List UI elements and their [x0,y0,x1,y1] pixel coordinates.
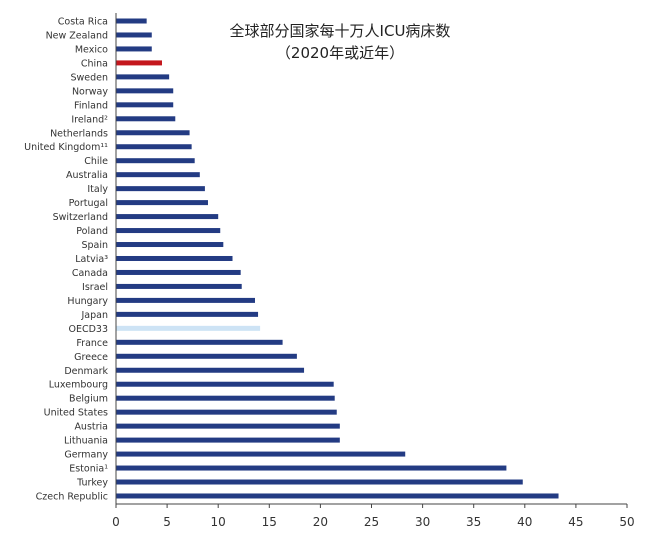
x-tick-label: 35 [466,515,481,529]
bar [116,451,406,457]
x-tick-label: 25 [364,515,379,529]
x-tick-label: 0 [112,515,120,529]
category-label: Canada [72,268,108,279]
category-label: Germany [64,450,108,461]
category-label: OECD33 [68,324,108,335]
bar [116,228,221,234]
category-label: Hungary [67,296,108,307]
category-label: Australia [66,170,108,181]
bar [116,18,147,24]
bar [116,339,283,345]
category-label: Luxembourg [49,380,108,391]
bar [116,437,340,443]
category-label: Sweden [70,72,108,83]
category-label: Netherlands [50,128,108,139]
category-label: France [76,338,108,349]
x-tick-label: 30 [415,515,430,529]
bar [116,74,170,80]
bar [116,297,255,303]
bar [116,144,192,150]
category-label: New Zealand [46,30,108,41]
bar [116,367,305,373]
bar [116,186,205,192]
bar [116,325,261,331]
category-label: Lithuania [64,436,108,447]
bar [116,465,507,471]
category-label: Czech Republic [36,491,108,502]
category-label: Spain [81,240,108,251]
category-label: China [81,58,108,69]
x-tick-label: 5 [163,515,171,529]
category-label: Italy [87,184,108,195]
bar [116,116,176,122]
x-tick-label: 50 [619,515,634,529]
category-label: Mexico [75,44,108,55]
category-label: Costa Rica [58,17,108,28]
category-label: Finland [74,100,108,111]
chart-subtitle: （2020年或近年） [275,44,405,62]
x-tick-label: 45 [568,515,583,529]
category-label: Ireland² [71,114,108,125]
category-label: Belgium [69,394,108,405]
chart-title: 全球部分国家每十万人ICU病床数 [229,22,451,40]
bar [116,102,174,108]
bar [116,269,241,275]
x-tick-label: 15 [262,515,277,529]
x-tick-label: 10 [211,515,226,529]
bar [116,255,233,261]
bar [116,60,162,66]
bar [116,311,259,317]
category-label: Switzerland [53,212,108,223]
bar [116,158,195,164]
category-label: United Kingdom¹¹ [24,142,108,153]
x-tick-label: 40 [517,515,532,529]
bar [116,172,200,178]
bar [116,493,559,499]
category-label: Austria [74,422,108,433]
bar [116,88,174,94]
bar [116,395,335,401]
category-label: Poland [76,226,108,237]
category-label: Chile [84,156,108,167]
bar [116,200,208,206]
x-tick-label: 20 [313,515,328,529]
bar [116,409,337,415]
bar [116,130,190,136]
category-label: Japan [81,310,109,321]
bar [116,32,152,38]
bar [116,423,340,429]
bar [116,46,152,52]
bar [116,479,523,485]
category-label: Denmark [64,366,108,377]
bar [116,353,297,359]
category-label: Norway [72,86,108,97]
category-label: Greece [74,352,108,363]
bar [116,242,224,248]
bar [116,283,242,289]
category-label: Estonia¹ [69,464,108,475]
category-label: Latvia³ [75,254,108,265]
category-label: United States [44,408,108,419]
category-label: Turkey [76,478,108,489]
category-label: Israel [82,282,108,293]
bar [116,381,334,387]
bar [116,214,219,220]
category-label: Portugal [69,198,108,209]
